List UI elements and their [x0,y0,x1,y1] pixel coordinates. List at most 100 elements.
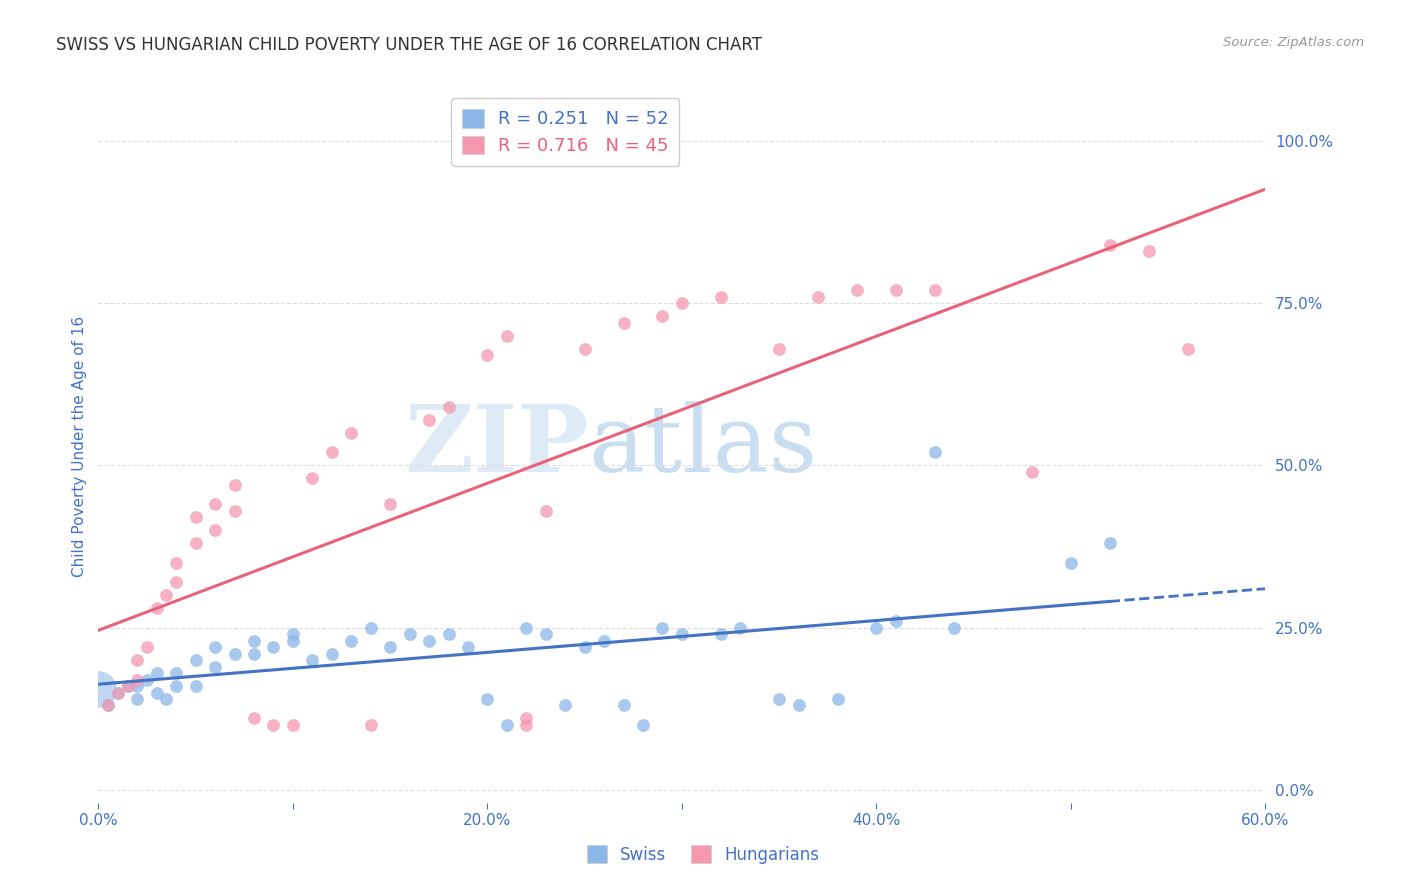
Point [1137,244,1160,259]
Point [574,342,596,356]
Point [165,679,187,693]
Point [884,614,907,628]
Point [437,627,460,641]
Point [281,633,304,648]
Point [321,647,343,661]
Point [97,698,120,713]
Point [87,682,110,697]
Point [943,621,966,635]
Point [418,633,440,648]
Point [146,666,169,681]
Point [360,621,382,635]
Point [262,718,284,732]
Point [165,556,187,570]
Point [807,290,830,304]
Point [262,640,284,654]
Point [204,640,226,654]
Point [613,698,636,713]
Point [651,621,673,635]
Text: ZIP: ZIP [405,401,589,491]
Point [574,640,596,654]
Point [671,296,693,310]
Point [477,348,499,362]
Point [631,718,654,732]
Point [515,718,537,732]
Legend: Swiss, Hungarians: Swiss, Hungarians [579,838,827,871]
Legend: R = 0.251   N = 52, R = 0.716   N = 45: R = 0.251 N = 52, R = 0.716 N = 45 [451,98,679,166]
Point [184,679,207,693]
Point [165,575,187,590]
Point [224,647,246,661]
Point [360,718,382,732]
Point [321,445,343,459]
Point [127,692,149,706]
Point [1060,556,1083,570]
Point [730,621,752,635]
Point [418,413,440,427]
Point [146,685,169,699]
Point [496,328,519,343]
Point [865,621,887,635]
Point [768,342,790,356]
Point [136,640,159,654]
Point [710,627,733,641]
Point [477,692,499,706]
Point [787,698,810,713]
Point [117,679,139,693]
Point [204,524,226,538]
Point [380,640,402,654]
Point [1021,465,1043,479]
Point [613,316,636,330]
Point [184,536,207,550]
Point [651,310,673,324]
Point [301,653,323,667]
Point [155,588,177,602]
Point [224,504,246,518]
Point [184,653,207,667]
Point [97,698,120,713]
Point [243,633,266,648]
Y-axis label: Child Poverty Under the Age of 16: Child Poverty Under the Age of 16 [72,316,87,576]
Point [340,425,363,440]
Point [146,601,169,615]
Point [398,627,420,641]
Point [496,718,519,732]
Point [515,621,537,635]
Point [136,673,159,687]
Point [301,471,323,485]
Point [846,283,869,297]
Point [380,497,402,511]
Point [710,290,733,304]
Point [554,698,576,713]
Point [515,711,537,725]
Point [534,504,557,518]
Point [884,283,907,297]
Point [243,711,266,725]
Point [127,679,149,693]
Point [827,692,849,706]
Point [1177,342,1199,356]
Point [281,718,304,732]
Point [204,659,226,673]
Point [437,400,460,414]
Point [127,673,149,687]
Point [224,478,246,492]
Point [165,666,187,681]
Point [671,627,693,641]
Point [457,640,479,654]
Point [117,679,139,693]
Point [768,692,790,706]
Point [281,627,304,641]
Point [107,685,129,699]
Text: SWISS VS HUNGARIAN CHILD POVERTY UNDER THE AGE OF 16 CORRELATION CHART: SWISS VS HUNGARIAN CHILD POVERTY UNDER T… [56,36,762,54]
Point [534,627,557,641]
Point [204,497,226,511]
Point [1098,238,1121,252]
Point [107,685,129,699]
Point [127,653,149,667]
Point [340,633,363,648]
Text: Source: ZipAtlas.com: Source: ZipAtlas.com [1223,36,1364,49]
Point [243,647,266,661]
Point [924,283,946,297]
Point [924,445,946,459]
